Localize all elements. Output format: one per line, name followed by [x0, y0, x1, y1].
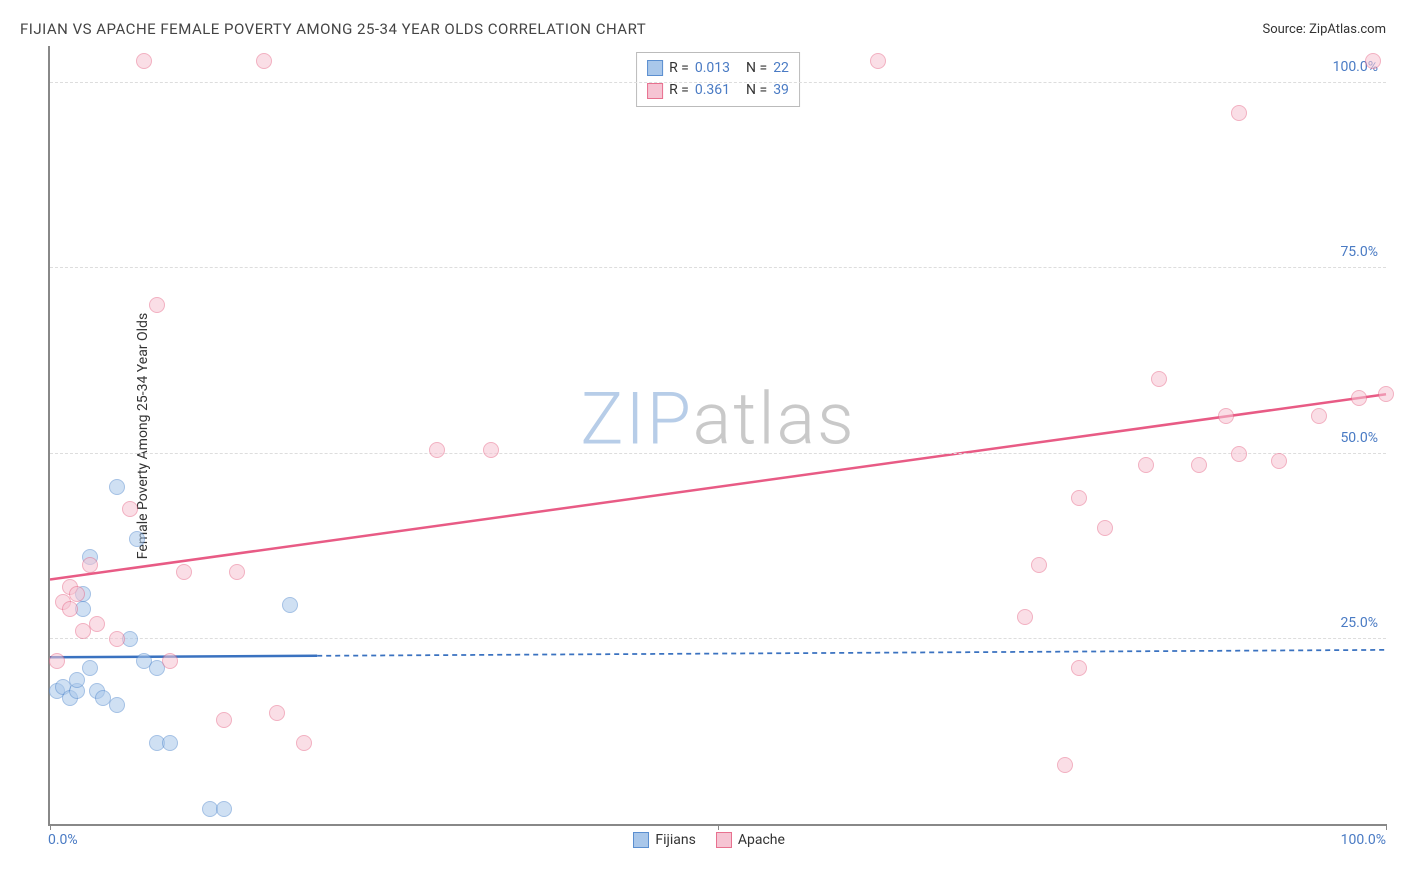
xtick-mark [718, 824, 719, 830]
data-point [149, 297, 165, 313]
data-point [483, 442, 499, 458]
data-point [1311, 408, 1327, 424]
yaxis-label-wrap: Female Poverty Among 25-34 Year Olds [20, 46, 48, 826]
data-point [269, 705, 285, 721]
data-point [109, 697, 125, 713]
header-row: FIJIAN VS APACHE FEMALE POVERTY AMONG 25… [20, 20, 1386, 38]
watermark-zip: ZIP [580, 377, 692, 462]
data-point [1351, 390, 1367, 406]
gridline [50, 82, 1386, 83]
data-point [1231, 446, 1247, 462]
data-point [1071, 660, 1087, 676]
n-label: N = [746, 57, 767, 79]
chart-container: FIJIAN VS APACHE FEMALE POVERTY AMONG 25… [20, 20, 1386, 848]
xtick-label-min: 0.0% [48, 832, 78, 848]
data-point [69, 672, 85, 688]
legend-item: Apache [716, 832, 785, 848]
trend-line-dashed [317, 650, 1386, 656]
watermark-atlas: atlas [693, 377, 856, 462]
n-value: 22 [773, 57, 789, 79]
xtick-mark [50, 824, 51, 830]
data-point [256, 53, 272, 69]
ytick-label: 25.0% [1340, 615, 1378, 631]
data-point [176, 564, 192, 580]
gridline [50, 267, 1386, 268]
data-point [122, 501, 138, 517]
data-point [1138, 457, 1154, 473]
data-point [1151, 371, 1167, 387]
data-point [109, 479, 125, 495]
watermark: ZIPatlas [580, 377, 855, 462]
data-point [1031, 557, 1047, 573]
series-legend: Fijians Apache [633, 832, 785, 848]
plot-region: ZIPatlas R =0.013N =22R =0.361N =39 25.0… [48, 46, 1386, 826]
data-point [1378, 386, 1394, 402]
data-point [49, 653, 65, 669]
gridline [50, 453, 1386, 454]
data-point [296, 735, 312, 751]
data-point [69, 586, 85, 602]
data-point [82, 660, 98, 676]
data-point [1071, 490, 1087, 506]
data-point [282, 597, 298, 613]
legend-label: Fijians [655, 832, 695, 848]
data-point [216, 801, 232, 817]
ytick-label: 50.0% [1340, 430, 1378, 446]
trend-lines-svg [50, 46, 1386, 824]
data-point [1057, 757, 1073, 773]
r-value: 0.013 [695, 57, 730, 79]
ytick-label: 75.0% [1340, 244, 1378, 260]
data-point [216, 712, 232, 728]
r-label: R = [669, 57, 689, 79]
legend-swatch [647, 60, 663, 76]
data-point [136, 53, 152, 69]
data-point [1231, 105, 1247, 121]
data-point [229, 564, 245, 580]
legend-row: R = 0.013 N = 22 [647, 57, 789, 79]
data-point [1097, 520, 1113, 536]
data-point [429, 442, 445, 458]
data-point [1271, 453, 1287, 469]
xtick-label-max: 100.0% [1341, 832, 1386, 848]
chart-body: Female Poverty Among 25-34 Year Olds ZIP… [20, 46, 1386, 826]
data-point [89, 616, 105, 632]
source-label: Source: ZipAtlas.com [1262, 22, 1386, 37]
data-point [162, 735, 178, 751]
legend-correlation: R =0.013N =22R =0.361N =39 [636, 52, 800, 107]
data-point [129, 531, 145, 547]
xtick-mark [1386, 824, 1387, 830]
trend-line-solid [50, 656, 317, 657]
data-point [1218, 408, 1234, 424]
data-point [1365, 53, 1381, 69]
data-point [1017, 609, 1033, 625]
trend-line-solid [50, 394, 1386, 579]
data-point [870, 53, 886, 69]
data-point [62, 601, 78, 617]
gridline [50, 638, 1386, 639]
legend-item: Fijians [633, 832, 695, 848]
xaxis-legend-row: 0.0% Fijians Apache 100.0% [20, 826, 1386, 848]
data-point [109, 631, 125, 647]
chart-title: FIJIAN VS APACHE FEMALE POVERTY AMONG 25… [20, 20, 646, 38]
legend-swatch [633, 832, 649, 848]
legend-label: Apache [738, 832, 785, 848]
data-point [1191, 457, 1207, 473]
legend-swatch [647, 83, 663, 99]
data-point [162, 653, 178, 669]
data-point [82, 557, 98, 573]
legend-swatch [716, 832, 732, 848]
